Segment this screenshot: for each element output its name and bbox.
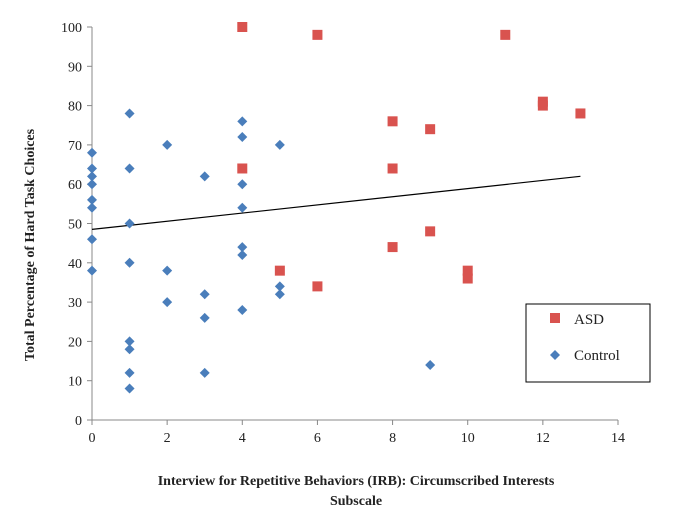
legend-label-asd: ASD — [574, 312, 604, 328]
data-point-control — [124, 383, 135, 394]
data-point-control — [162, 139, 173, 150]
y-tick-label: 30 — [68, 296, 82, 311]
legend-box — [525, 303, 651, 383]
x-tick-label: 12 — [536, 431, 550, 446]
data-point-asd — [387, 116, 398, 127]
data-point-asd — [237, 22, 248, 32]
data-point-control — [124, 163, 135, 174]
y-ticks: 0 10 20 30 40 50 60 70 80 90 100 — [61, 21, 92, 429]
data-point-control — [425, 359, 436, 370]
data-points — [87, 22, 586, 394]
data-point-control — [87, 202, 97, 213]
data-point-control — [87, 179, 97, 190]
x-tick-label: 8 — [389, 431, 396, 446]
y-tick-label: 100 — [61, 21, 82, 36]
data-point-asd — [425, 226, 436, 237]
data-point-asd — [237, 163, 248, 174]
legend-marker-asd — [550, 313, 560, 323]
data-point-asd — [387, 242, 398, 253]
data-point-control — [87, 194, 97, 205]
y-tick-label: 50 — [68, 218, 82, 233]
data-point-control — [124, 344, 135, 355]
x-tick-label: 4 — [239, 431, 246, 446]
y-tick-label: 80 — [68, 100, 82, 115]
x-ticks: 0 2 4 6 8 10 12 14 — [89, 420, 625, 446]
data-point-control — [87, 171, 97, 182]
data-point-asd — [537, 100, 548, 111]
data-point-control — [124, 336, 135, 347]
data-point-control — [237, 202, 248, 213]
data-point-asd — [462, 265, 473, 276]
legend-marker-control — [550, 350, 560, 360]
y-tick-label: 0 — [75, 414, 82, 429]
data-point-control — [124, 367, 135, 378]
data-point-control — [199, 312, 210, 323]
trendline-group — [91, 175, 581, 230]
data-point-control — [237, 132, 248, 143]
data-point-control — [124, 108, 135, 119]
x-tick-label: 10 — [461, 431, 475, 446]
data-point-control — [162, 265, 173, 276]
data-point-asd — [312, 29, 323, 40]
data-point-control — [87, 234, 97, 245]
data-point-asd — [575, 108, 586, 119]
data-point-asd — [312, 281, 323, 292]
data-point-control — [274, 139, 285, 150]
data-point-control — [87, 265, 97, 276]
data-point-control — [274, 281, 285, 292]
data-point-control — [274, 289, 285, 300]
data-point-control — [237, 116, 248, 127]
data-point-asd — [462, 273, 473, 284]
y-tick-label: 20 — [68, 335, 82, 350]
data-point-control — [124, 218, 135, 229]
data-point-control — [87, 163, 97, 174]
x-tick-label: 6 — [314, 431, 321, 446]
data-point-control — [237, 179, 248, 190]
y-tick-label: 70 — [68, 139, 82, 154]
legend: ASD Control — [525, 303, 651, 383]
y-tick-label: 40 — [68, 257, 82, 272]
data-point-control — [237, 249, 248, 260]
data-point-control — [87, 147, 97, 158]
x-tick-label: 2 — [164, 431, 171, 446]
data-point-control — [199, 171, 210, 182]
data-point-asd — [425, 124, 436, 135]
x-axis-title-line-1: Interview for Repetitive Behaviors (IRB)… — [158, 474, 555, 489]
data-point-control — [199, 367, 210, 378]
data-point-control — [124, 257, 135, 268]
data-point-control — [162, 297, 173, 308]
y-axis-title: Total Percentage of Hard Task Choices — [23, 128, 38, 361]
data-point-asd — [274, 265, 285, 276]
y-tick-label: 60 — [68, 178, 82, 193]
y-tick-label: 10 — [68, 375, 82, 390]
data-point-control — [237, 242, 248, 253]
data-point-asd — [387, 163, 398, 174]
legend-label-control: Control — [574, 348, 620, 364]
data-point-control — [237, 304, 248, 315]
data-point-control — [199, 289, 210, 300]
x-tick-label: 14 — [611, 431, 625, 446]
data-point-asd — [500, 29, 511, 40]
trendline — [91, 175, 581, 230]
x-axis-title-line-2: Subscale — [330, 494, 382, 509]
x-tick-label: 0 — [89, 431, 96, 446]
y-tick-label: 90 — [68, 60, 82, 75]
